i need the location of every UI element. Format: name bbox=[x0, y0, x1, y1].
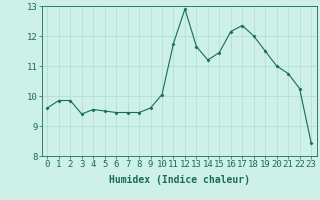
X-axis label: Humidex (Indice chaleur): Humidex (Indice chaleur) bbox=[109, 175, 250, 185]
